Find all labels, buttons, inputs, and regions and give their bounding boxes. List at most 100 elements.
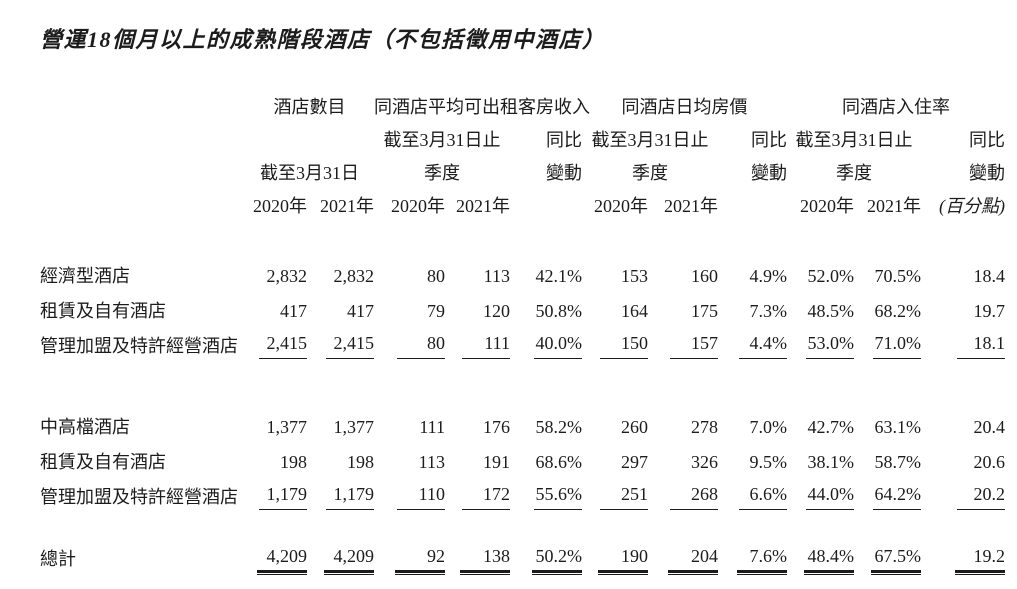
table-row-economy: 經濟型酒店 2,832 2,832 80 113 42.1% 153 160 4… <box>40 259 1005 294</box>
cell-value: 251 <box>600 484 648 510</box>
page-title: 營運18個月以上的成熟階段酒店（不包括徵用中酒店） <box>40 27 606 52</box>
cell-value: 172 <box>462 484 510 510</box>
cell-value: 63.1% <box>874 416 922 437</box>
header-spacer <box>510 184 582 217</box>
cell-value: 260 <box>621 416 648 437</box>
mature-hotels-table: 酒店數目 同酒店平均可出租客房收入 同酒店日均房價 同酒店入住率 截至3月31日… <box>40 90 1005 581</box>
cell-value: 198 <box>280 451 307 472</box>
cell-value: 79 <box>427 300 445 321</box>
cell-value: 38.1% <box>807 451 855 472</box>
col-group-hotel-count: 酒店數目 <box>273 97 346 118</box>
cell-value: 150 <box>600 333 648 359</box>
year-2020-hotel-count: 2020年 <box>253 196 307 217</box>
cell-value: 20.2 <box>957 484 1005 510</box>
row-label: 經濟型酒店 <box>40 265 130 286</box>
cell-value: 113 <box>483 265 510 286</box>
cell-value: 4,209 <box>324 546 374 575</box>
header-spacer <box>245 118 374 151</box>
year-2020-revpar: 2020年 <box>391 196 445 217</box>
header-row-years: 2020年 2021年 2020年 2021年 2020年 2021年 2020… <box>40 184 1005 217</box>
yoy-label-occupancy: 同比 <box>969 130 1005 151</box>
header-spacer <box>40 118 245 151</box>
header-row-period-2: 截至3月31日 季度 變動 季度 變動 季度 變動 <box>40 151 1005 184</box>
cell-value: 42.1% <box>535 265 583 286</box>
cell-value: 6.6% <box>739 484 787 510</box>
quarter-label-adr: 季度 <box>632 163 668 184</box>
cell-value: 2,415 <box>326 333 374 359</box>
year-2021-adr: 2021年 <box>664 196 718 217</box>
col-group-adr: 同酒店日均房價 <box>621 97 748 118</box>
yoy-label-adr: 同比 <box>751 130 787 151</box>
cell-value: 7.6% <box>737 546 787 575</box>
cell-value: 48.5% <box>807 300 855 321</box>
table-row-midscale-leased: 租賃及自有酒店 198 198 113 191 68.6% 297 326 9.… <box>40 445 1005 480</box>
quarter-label-revpar: 季度 <box>424 163 460 184</box>
cell-value: 18.4 <box>973 265 1006 286</box>
cell-value: 204 <box>668 546 718 575</box>
cell-value: 92 <box>395 546 445 575</box>
cell-value: 50.8% <box>535 300 583 321</box>
cell-value: 64.2% <box>873 484 921 510</box>
cell-value: 110 <box>397 484 445 510</box>
year-2020-occupancy: 2020年 <box>800 196 854 217</box>
table-row-midscale: 中高檔酒店 1,377 1,377 111 176 58.2% 260 278 … <box>40 410 1005 445</box>
cell-value: 176 <box>483 416 510 437</box>
yoy-change-occupancy: 變動 <box>969 163 1005 184</box>
cell-value: 50.2% <box>532 546 582 575</box>
table-row-economy-franchised: 管理加盟及特許經營酒店 2,415 2,415 80 111 40.0% 150… <box>40 329 1005 364</box>
spacer-row <box>40 515 1005 539</box>
cell-value: 268 <box>670 484 718 510</box>
cell-value: 2,415 <box>259 333 307 359</box>
cell-value: 175 <box>691 300 718 321</box>
period-quarter-revpar: 截至3月31日止 <box>383 130 501 151</box>
asof-date-hotel-count: 截至3月31日 <box>260 163 359 184</box>
cell-value: 111 <box>462 333 510 359</box>
cell-value: 297 <box>621 451 648 472</box>
header-spacer <box>40 151 245 184</box>
cell-value: 67.5% <box>871 546 921 575</box>
cell-value: 58.2% <box>535 416 583 437</box>
cell-value: 2,832 <box>266 265 308 286</box>
year-2021-occupancy: 2021年 <box>867 196 921 217</box>
cell-value: 191 <box>483 451 510 472</box>
cell-value: 120 <box>483 300 510 321</box>
cell-value: 9.5% <box>749 451 788 472</box>
cell-value: 7.0% <box>749 416 788 437</box>
header-spacer <box>40 184 245 217</box>
col-group-revpar: 同酒店平均可出租客房收入 <box>374 97 590 118</box>
cell-value: 68.2% <box>874 300 922 321</box>
cell-value: 68.6% <box>535 451 583 472</box>
table-row-economy-leased: 租賃及自有酒店 417 417 79 120 50.8% 164 175 7.3… <box>40 294 1005 329</box>
cell-value: 4.9% <box>749 265 788 286</box>
cell-value: 417 <box>347 300 374 321</box>
header-row-groups: 酒店數目 同酒店平均可出租客房收入 同酒店日均房價 同酒店入住率 <box>40 90 1005 118</box>
cell-value: 1,377 <box>333 416 375 437</box>
cell-value: 326 <box>691 451 718 472</box>
cell-value: 198 <box>347 451 374 472</box>
yoy-unit-percentage-points: (百分點) <box>939 196 1005 217</box>
year-2021-revpar: 2021年 <box>456 196 510 217</box>
cell-value: 55.6% <box>534 484 582 510</box>
year-2021-hotel-count: 2021年 <box>320 196 374 217</box>
cell-value: 164 <box>621 300 648 321</box>
cell-value: 20.6 <box>973 451 1006 472</box>
cell-value: 19.2 <box>955 546 1005 575</box>
period-quarter-adr: 截至3月31日止 <box>591 130 709 151</box>
cell-value: 80 <box>427 265 445 286</box>
row-label: 總計 <box>40 549 76 570</box>
cell-value: 190 <box>598 546 648 575</box>
cell-value: 42.7% <box>807 416 855 437</box>
cell-value: 52.0% <box>807 265 855 286</box>
quarter-label-occupancy: 季度 <box>836 163 872 184</box>
cell-value: 2,832 <box>333 265 375 286</box>
cell-value: 113 <box>418 451 445 472</box>
header-spacer <box>718 184 787 217</box>
cell-value: 4.4% <box>739 333 787 359</box>
cell-value: 1,179 <box>259 484 307 510</box>
cell-value: 18.1 <box>957 333 1005 359</box>
cell-value: 44.0% <box>806 484 854 510</box>
cell-value: 4,209 <box>257 546 307 575</box>
cell-value: 160 <box>691 265 718 286</box>
cell-value: 7.3% <box>749 300 788 321</box>
cell-value: 20.4 <box>973 416 1006 437</box>
